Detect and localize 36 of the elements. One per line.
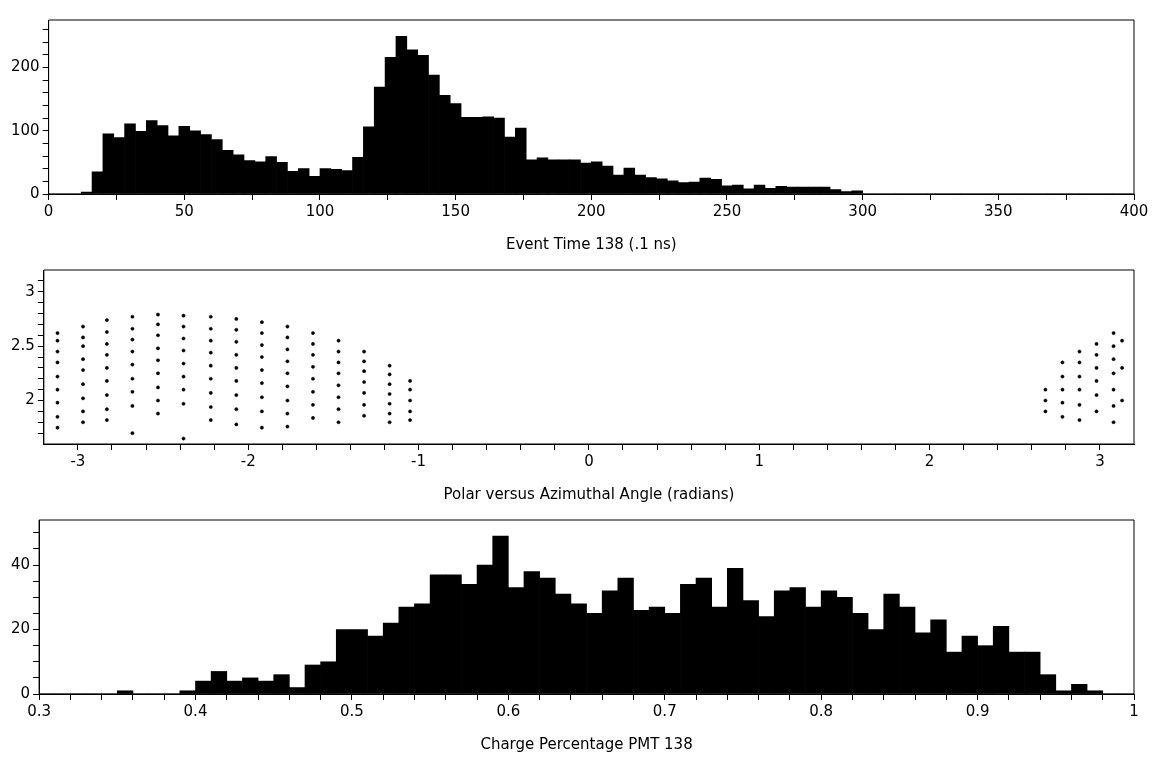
x-tick-label: 50 — [174, 201, 194, 220]
y-tick-label: 0 — [30, 183, 40, 202]
x-tick-label: 0.6 — [496, 701, 521, 720]
x-axis-title: Polar versus Azimuthal Angle (radians) — [443, 484, 735, 503]
x-tick-label: 0.7 — [652, 701, 677, 720]
x-tick-label: 0 — [584, 451, 594, 470]
x-tick-label: 1 — [754, 451, 765, 470]
y-tick-label: 100 — [10, 120, 40, 139]
x-tick-label: 0.3 — [27, 701, 52, 720]
x-tick-label: 250 — [712, 201, 742, 220]
x-tick-label: 0.4 — [183, 701, 208, 720]
x-tick-label: 0.8 — [809, 701, 834, 720]
x-tick-label: 200 — [576, 201, 606, 220]
x-tick-label: 150 — [441, 201, 470, 220]
x-tick-label: -1 — [411, 451, 427, 470]
x-tick-label: 0.9 — [965, 701, 990, 720]
y-tick-label: 2.5 — [11, 336, 35, 355]
x-axis-title: Charge Percentage PMT 138 — [480, 734, 693, 753]
y-tick-label: 200 — [10, 57, 40, 76]
x-tick-label: -3 — [70, 451, 86, 470]
y-tick-label: 3 — [25, 281, 35, 300]
x-tick-label: 400 — [1119, 201, 1149, 220]
x-tick-label: 0 — [43, 201, 54, 220]
y-tick-label: 2 — [25, 390, 35, 409]
x-tick-label: 3 — [1095, 451, 1105, 470]
x-tick-label: 350 — [984, 201, 1013, 220]
x-tick-label: 300 — [848, 201, 877, 220]
y-tick-label: 0 — [20, 683, 31, 702]
x-tick-label: 1 — [1129, 701, 1139, 720]
y-tick-label: 20 — [10, 619, 31, 638]
x-tick-label: 100 — [305, 201, 335, 220]
y-tick-label: 40 — [10, 555, 31, 573]
x-tick-label: 2 — [924, 451, 935, 470]
x-tick-label: -2 — [240, 451, 256, 470]
x-tick-label: 0.5 — [339, 701, 364, 720]
x-axis-title: Event Time 138 (.1 ns) — [505, 234, 677, 253]
